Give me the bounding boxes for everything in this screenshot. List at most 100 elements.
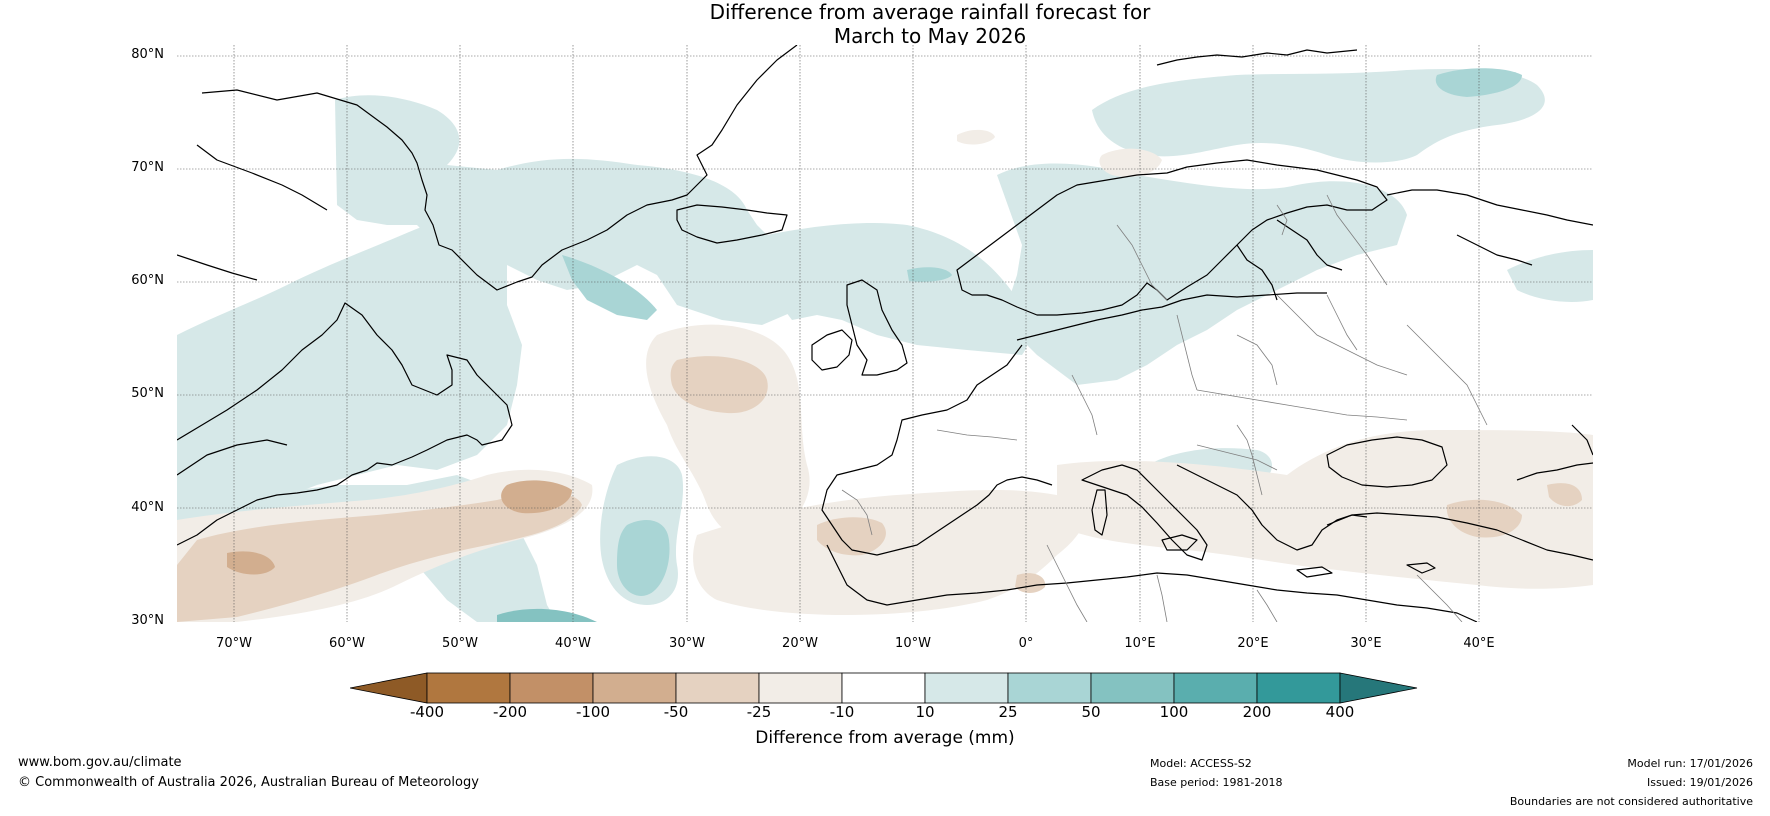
border-north-africa-3 [1256,589,1278,622]
colorbar-label: Difference from average (mm) [755,728,1015,748]
colorbar-extend-low [350,672,428,704]
coast-sicily [1161,534,1198,551]
country-borders [841,194,1488,622]
border-france-germany [1071,374,1098,436]
issued-text: Issued: 19/01/2026 [1646,776,1753,789]
coast-italy [1081,464,1208,561]
colorbar-tick-neg200: -200 [492,703,528,721]
wet-area-greenland-strong [562,255,657,320]
colorbar-tick-200: 200 [1242,703,1272,721]
coast-ireland [811,329,853,371]
lon-label-40e: 40°E [1463,636,1495,651]
website-link[interactable]: www.bom.gov.au/climate [18,755,182,770]
lon-label-30e: 30°E [1350,636,1382,651]
border-sweden-finland [1276,204,1288,236]
wet-area-barents [1507,250,1593,302]
colorbar-tick-neg25: -25 [746,703,772,721]
lat-label-50n: 50°N [131,386,164,401]
coast-greenland-west [196,144,328,211]
lon-label-70w: 70°W [216,636,252,651]
colorbar-extend-high [1339,672,1418,704]
border-russia-ukraine [1406,324,1488,426]
border-middle-east-1 [1416,574,1463,622]
wet-area-scandinavia [997,163,1407,385]
lon-label-50w: 50°W [442,636,478,651]
lat-label-30n: 30°N [131,613,164,628]
colorbar-tick-400: 400 [1325,703,1355,721]
model-run-text: Model run: 17/01/2026 [1627,757,1753,770]
lon-label-30w: 30°W [669,636,705,651]
dry-area-mediterranean [1057,430,1593,589]
dry-area-newfoundland-mid [177,493,582,622]
colorbar-seg-9 [1090,672,1175,704]
coast-white-sea [1456,234,1533,266]
disclaimer-text: Boundaries are not considered authoritat… [1509,795,1753,808]
colorbar-seg-1 [426,672,511,704]
colorbar-tick-neg10: -10 [829,703,855,721]
border-north-africa-1 [1046,544,1088,622]
colorbar-tick-100: 100 [1159,703,1189,721]
coast-baltic [1236,244,1278,301]
coast-north-africa [826,544,1478,622]
dry-area-caspian-mid [1547,483,1582,507]
border-eastern-europe-2 [1276,294,1408,376]
base-period-text: Base period: 1981-2018 [1150,776,1283,789]
wet-area-iceland-strong [907,267,952,282]
coast-turkey [1326,512,1593,561]
lon-label-0: 0° [1018,636,1034,651]
colorbar-tick-25: 25 [998,703,1018,721]
dry-area-newfoundland-strong-2 [227,551,275,575]
border-eastern-europe-1 [1196,389,1408,421]
colorbar-seg-3 [592,672,677,704]
coast-gulf-stlawrence [177,439,288,476]
model-text: Model: ACCESS-S2 [1150,757,1252,770]
border-norway-sweden [1116,224,1168,301]
border-poland-ukraine [1236,334,1278,386]
coastlines [177,45,1593,622]
colorbar-tick-10: 10 [915,703,935,721]
lon-label-10e: 10°E [1124,636,1156,651]
title-line-2: March to May 2026 [833,24,1027,48]
lon-label-20e: 20°E [1237,636,1269,651]
coast-europe-west [1016,292,1327,341]
graticule [177,45,1593,622]
lon-label-60w: 60°W [329,636,365,651]
coast-arctic-russia [1386,189,1593,226]
lat-label-40n: 40°N [131,500,164,515]
colorbar-seg-4 [675,672,760,704]
colorbar-seg-2 [509,672,594,704]
wet-area-greenland [335,95,817,325]
wet-area-arctic-east [1092,68,1545,163]
wet-area-iceland [767,223,1030,355]
coast-crete [1296,566,1333,578]
wet-area-arctic-strong [1435,68,1522,97]
colorbar [350,672,1418,704]
dry-area-norwegian-sea [1099,148,1162,177]
chart-title: Difference from average rainfall forecas… [600,0,1260,48]
wet-area-azores-strong [617,520,670,596]
lon-label-20w: 20°W [782,636,818,651]
colorbar-seg-7 [924,672,1009,704]
coast-iceland [676,204,788,244]
colorbar-tick-neg50: -50 [663,703,689,721]
coast-finland [1276,219,1343,271]
lat-label-70n: 70°N [131,160,164,175]
lat-label-80n: 80°N [131,47,164,62]
lat-label-60n: 60°N [131,273,164,288]
dry-area-turkey-mid [1446,499,1522,538]
dry-area-newfoundland-strong [501,480,572,514]
border-belarus [1326,294,1358,351]
coast-baffin [177,254,258,281]
lon-label-10w: 10°W [895,636,931,651]
border-north-africa-2 [1156,574,1168,622]
dry-area-north-atlantic-mid [670,356,768,414]
coast-greenland [201,45,798,291]
coast-caspian [1571,424,1593,456]
coast-balkans [1176,464,1368,551]
border-balkans-1 [1196,444,1278,471]
coast-cyprus [1406,562,1436,574]
dry-area-svalbard [957,129,995,145]
colorbar-seg-11 [1256,672,1341,704]
border-finland-russia [1326,194,1388,286]
coast-black-sea [1326,436,1448,488]
